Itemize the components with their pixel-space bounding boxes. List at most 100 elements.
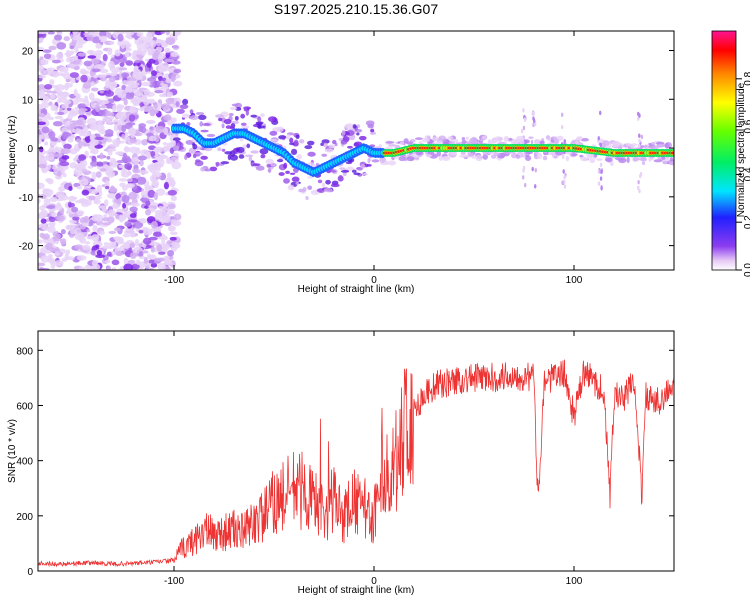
- noise-blob: [69, 162, 78, 169]
- noise-blob: [124, 122, 133, 130]
- halo-blob: [198, 112, 203, 115]
- y-tick-label: 0: [27, 144, 33, 155]
- noise-blob: [104, 259, 111, 264]
- noise-blob: [173, 80, 183, 87]
- noise-blob: [111, 70, 118, 77]
- noise-blob: [74, 259, 80, 263]
- noise-blob: [151, 174, 157, 182]
- streak-blob: [533, 118, 536, 124]
- snr-x-label: Height of straight line (km): [298, 585, 415, 596]
- halo-blob: [200, 129, 209, 133]
- noise-blob: [162, 145, 168, 153]
- noise-blob: [119, 58, 128, 63]
- noise-blob: [122, 152, 127, 158]
- noise-blob: [121, 157, 130, 163]
- streak-blob: [522, 125, 526, 131]
- spectrogram-heatmap: [38, 31, 674, 270]
- noise-blob: [65, 78, 71, 83]
- noise-blob: [88, 50, 93, 54]
- halo-blob: [545, 135, 551, 140]
- noise-blob: [94, 198, 101, 205]
- halo-blob: [259, 148, 269, 155]
- noise-blob: [106, 155, 111, 160]
- noise-blob: [49, 95, 56, 99]
- halo-blob: [255, 165, 265, 171]
- halo-blob: [291, 176, 300, 182]
- halo-blob: [257, 116, 262, 122]
- snr-x-axis: -100 0 100: [164, 331, 583, 587]
- noise-blob: [104, 90, 115, 97]
- noise-blob: [124, 51, 130, 58]
- noise-blob: [108, 112, 115, 117]
- noise-blob: [117, 104, 125, 109]
- noise-blob: [74, 232, 85, 241]
- halo-blob: [528, 136, 534, 140]
- halo-blob: [542, 155, 548, 161]
- noise-blob: [46, 205, 56, 209]
- noise-blob: [91, 68, 101, 73]
- noise-blob: [155, 188, 166, 196]
- noise-blob: [51, 59, 61, 64]
- noise-blob: [38, 262, 46, 267]
- noise-blob: [45, 153, 55, 161]
- halo-blob: [388, 144, 397, 147]
- noise-blob: [38, 151, 43, 158]
- noise-blob: [127, 85, 133, 93]
- halo-blob: [295, 134, 300, 140]
- noise-blob: [130, 202, 140, 207]
- noise-blob: [158, 93, 167, 98]
- halo-blob: [325, 179, 331, 185]
- halo-blob: [399, 141, 405, 146]
- noise-blob: [69, 229, 78, 235]
- halo-blob: [406, 156, 415, 162]
- noise-blob: [159, 154, 167, 160]
- halo-blob: [192, 153, 197, 159]
- y-tick-label: -20: [19, 242, 34, 253]
- halo-blob: [605, 157, 613, 162]
- noise-blob: [107, 192, 116, 199]
- halo-blob: [346, 166, 355, 171]
- noise-blob: [117, 240, 124, 245]
- noise-blob: [47, 222, 54, 226]
- noise-blob: [130, 108, 138, 114]
- noise-blob: [38, 103, 43, 111]
- noise-blob: [43, 198, 51, 206]
- colorbar: 0.0 0.2 0.4 0.6 0.8 Normalized spectral ampl…: [711, 30, 750, 277]
- halo-blob: [438, 135, 446, 141]
- halo-blob: [245, 109, 249, 116]
- noise-blob: [146, 61, 152, 68]
- noise-blob: [60, 148, 71, 155]
- noise-blob: [112, 138, 121, 146]
- noise-blob: [164, 47, 171, 53]
- noise-blob: [96, 249, 102, 256]
- noise-blob: [57, 170, 62, 177]
- noise-blob: [161, 237, 166, 246]
- noise-blob: [47, 148, 56, 155]
- noise-blob: [157, 159, 165, 166]
- y-tick-label: -10: [19, 193, 34, 204]
- noise-blob: [169, 177, 175, 181]
- noise-blob: [102, 117, 109, 123]
- noise-blob: [67, 224, 76, 230]
- noise-blob: [170, 231, 178, 236]
- halo-blob: [421, 137, 431, 143]
- halo-blob: [337, 175, 344, 182]
- noise-blob: [107, 241, 117, 248]
- noise-blob: [57, 193, 63, 200]
- noise-blob: [125, 44, 132, 48]
- halo-blob: [353, 172, 361, 176]
- noise-blob: [64, 121, 70, 127]
- noise-blob: [74, 199, 84, 204]
- noise-blob: [91, 171, 97, 180]
- halo-blob: [243, 106, 248, 111]
- streak-blob: [520, 128, 524, 134]
- halo-blob: [223, 118, 232, 125]
- halo-blob: [317, 179, 323, 184]
- noise-blob: [118, 164, 126, 169]
- halo-blob: [330, 183, 340, 188]
- noise-blob: [86, 34, 94, 42]
- noise-blob: [128, 191, 138, 200]
- halo-blob: [626, 142, 631, 147]
- noise-blob: [160, 103, 171, 110]
- noise-blob: [81, 189, 90, 196]
